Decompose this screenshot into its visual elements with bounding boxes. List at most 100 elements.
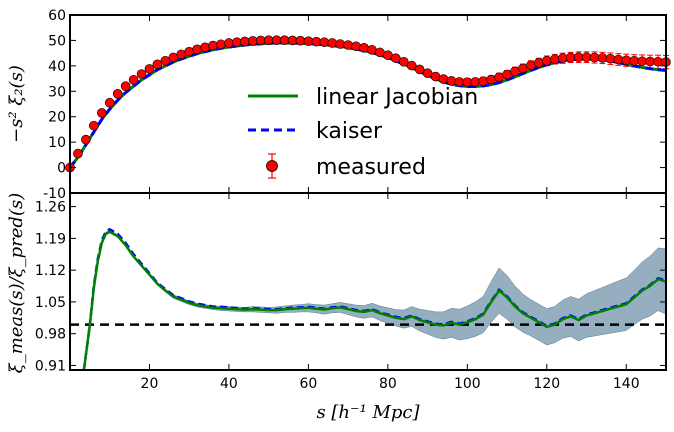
top-ytick-label: 20	[48, 110, 66, 126]
measured-point	[208, 40, 218, 51]
measured-point	[144, 64, 155, 74]
top-ytick-label: 60	[48, 8, 66, 24]
measured-point	[240, 36, 250, 47]
measured-point	[430, 71, 441, 82]
top-ytick-label: 0	[57, 161, 66, 177]
measured-point	[557, 53, 568, 64]
measured-point	[152, 59, 163, 70]
measured-point	[589, 52, 600, 63]
legend-marker-measured	[266, 160, 278, 172]
measured-point	[247, 36, 258, 46]
measured-point	[120, 81, 131, 91]
measured-point	[287, 35, 298, 46]
top-ytick-label: 10	[48, 135, 66, 151]
measured-point	[319, 37, 330, 48]
bottom-ytick-label: 0.98	[35, 327, 66, 343]
measured-point	[96, 108, 107, 118]
bottom-ytick-label: 1.12	[35, 263, 66, 279]
bottom-ylabel: ξ_meas(s)/ξ_pred(s)	[6, 193, 27, 373]
top-ytick-label: 40	[48, 59, 66, 75]
measured-point	[192, 44, 202, 55]
measured-point	[565, 52, 576, 63]
top-ylabel: −s² ξ₂(s)	[6, 65, 27, 143]
measured-point	[81, 134, 91, 145]
measured-point	[446, 76, 457, 86]
top-ytick-label: 30	[48, 84, 66, 100]
bottom-ytick-label: 1.19	[35, 231, 66, 247]
bottom-series-linear-jacobian	[82, 230, 666, 370]
measured-point	[414, 64, 425, 75]
bottom-plot-area	[70, 193, 666, 370]
bottom-xtick-label: 100	[454, 376, 481, 392]
measured-point	[438, 74, 449, 84]
measured-point	[581, 52, 592, 63]
bottom-ytick-label: 1.05	[35, 295, 66, 311]
bottom-panel: 0.91 0.98 1.05 1.12 1.19 1.26 20 40 60 80 100 120 14…	[6, 192, 667, 423]
legend-label-kaiser: kaiser	[316, 119, 383, 144]
legend-label-linear-jacobian: linear Jacobian	[316, 85, 478, 110]
bottom-xtick-label: 40	[220, 376, 238, 392]
measured-point	[629, 55, 640, 66]
uncertainty-band	[83, 229, 666, 370]
measured-point	[295, 35, 306, 46]
measured-point	[200, 42, 210, 53]
top-ytick-label: -10	[43, 186, 66, 202]
measured-point	[335, 39, 345, 49]
measured-point	[311, 36, 322, 47]
measured-point	[343, 40, 353, 50]
measured-point	[375, 47, 385, 58]
measured-point	[406, 60, 417, 71]
measured-point	[128, 75, 139, 85]
measured-point	[104, 97, 115, 108]
measured-point	[176, 49, 187, 60]
bottom-xtick-label: 80	[379, 376, 397, 392]
measured-point	[478, 76, 489, 86]
measured-point	[216, 39, 226, 50]
measured-point	[398, 56, 409, 67]
measured-point	[486, 74, 496, 85]
measured-point	[224, 38, 234, 48]
measured-point	[637, 56, 647, 67]
top-series-kaiser	[68, 41, 667, 169]
measured-point	[184, 46, 194, 57]
measured-point	[613, 54, 624, 65]
measured-point	[89, 120, 99, 131]
measured-point	[494, 72, 504, 83]
measured-point	[303, 36, 314, 46]
bottom-xtick-label: 60	[299, 376, 317, 392]
top-plot-area	[70, 15, 666, 193]
measured-point	[359, 43, 369, 53]
measured-point	[279, 35, 290, 45]
measured-point	[541, 55, 552, 66]
measured-point	[232, 37, 242, 48]
bottom-ylabel-group: ξ_meas(s)/ξ_pred(s)	[6, 193, 27, 373]
measured-point	[526, 60, 536, 71]
bottom-data-layer	[70, 227, 666, 370]
top-panel: -10 0 10 20 30 40 50 60 linear Jacobian kaiser …	[6, 8, 671, 202]
bottom-xtick-label: 140	[613, 376, 640, 392]
measured-point	[597, 53, 608, 63]
bottom-xlabel: s [h⁻¹ Mpc]	[316, 402, 420, 423]
measured-point	[112, 89, 123, 99]
top-ytick-label: 50	[48, 33, 66, 49]
measured-point	[327, 38, 338, 48]
measured-point	[534, 58, 544, 68]
measured-point	[391, 53, 401, 64]
bottom-xtick-label: 20	[141, 376, 159, 392]
measured-point	[645, 56, 655, 67]
measured-point	[73, 148, 83, 159]
bottom-ytick-label: 0.91	[35, 358, 66, 374]
measured-point	[549, 54, 560, 65]
measured-point	[255, 35, 266, 46]
legend-label-measured: measured	[316, 155, 426, 180]
bottom-frame	[69, 192, 667, 371]
legend: linear Jacobian kaiser measured	[248, 85, 478, 180]
measured-point	[136, 69, 147, 79]
bottom-ytick-label: 1.26	[35, 200, 66, 216]
measured-point	[621, 55, 632, 66]
measured-point	[653, 56, 663, 67]
bottom-xtick-label: 120	[533, 376, 560, 392]
measured-point	[351, 41, 361, 52]
measured-point	[367, 45, 377, 55]
